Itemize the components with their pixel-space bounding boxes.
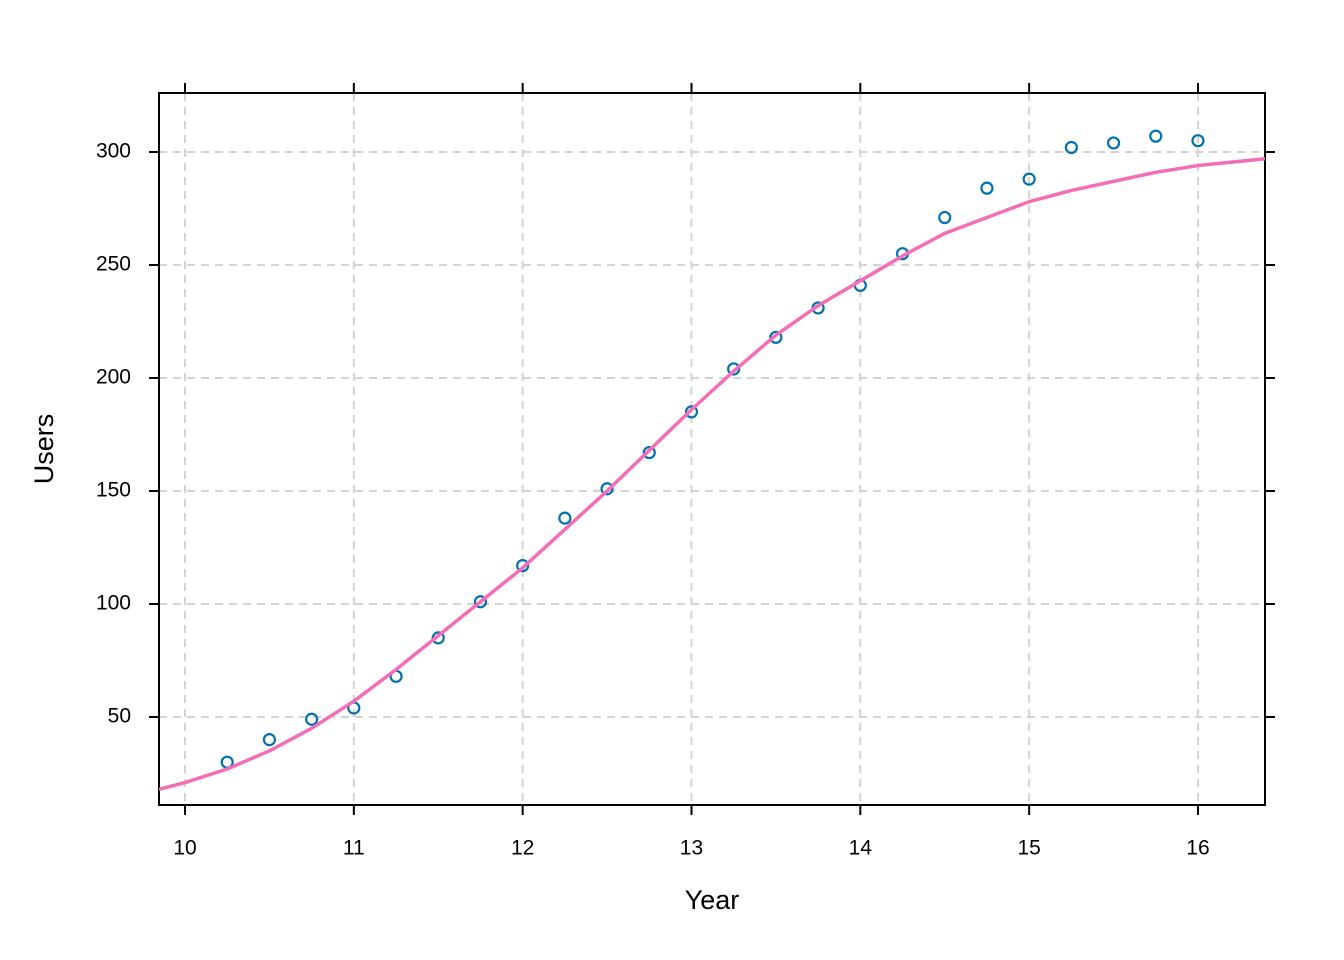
data-point (684, 405, 699, 419)
data-point (558, 511, 572, 525)
data-point (727, 362, 741, 376)
x-tick-label: 15 (1017, 837, 1040, 860)
plot-frame (158, 92, 1266, 806)
x-tick-label: 13 (680, 837, 703, 860)
x-tick-label: 16 (1186, 837, 1209, 860)
x-axis-label: Year (685, 885, 740, 915)
x-tick-label: 12 (511, 837, 534, 860)
x-tick-label: 11 (343, 837, 365, 860)
y-tick-label: 300 (96, 140, 131, 163)
x-tick-label: 14 (849, 837, 873, 860)
data-point (1106, 136, 1121, 150)
data-point (938, 210, 952, 225)
data-point (305, 712, 319, 726)
data-point (980, 181, 994, 195)
data-point (1149, 129, 1163, 143)
data-point (642, 445, 656, 460)
y-tick-label: 250 (96, 253, 131, 276)
y-tick-label: 150 (96, 479, 131, 502)
y-tick-label: 200 (96, 366, 131, 389)
data-point (262, 732, 277, 747)
y-tick-label: 50 (108, 705, 131, 728)
fit-line (159, 157, 1265, 792)
x-tick-label: 10 (173, 837, 196, 860)
y-tick-label: 100 (96, 592, 131, 615)
plot-area (159, 129, 1265, 792)
y-axis-label: Users (29, 414, 59, 485)
data-point (600, 482, 614, 496)
data-point (1022, 172, 1036, 186)
data-point (516, 558, 530, 573)
data-point (473, 595, 488, 609)
data-point (1064, 140, 1078, 155)
data-point (1191, 134, 1205, 148)
data-point (769, 330, 783, 344)
